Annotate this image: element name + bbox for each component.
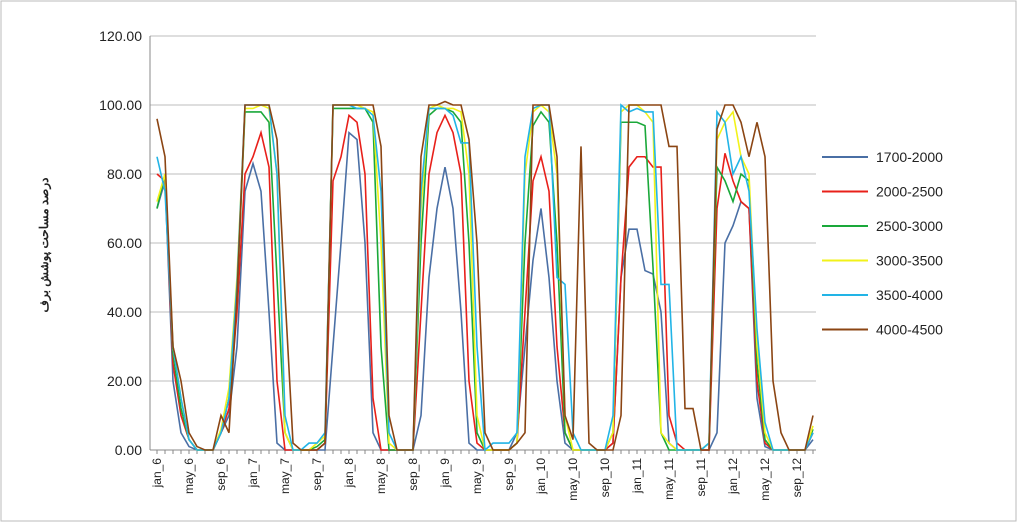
x-tick-label: jan_9 <box>438 458 452 489</box>
y-tick-label: 80.00 <box>107 166 142 182</box>
x-tick-label: sep_10 <box>598 458 612 498</box>
legend-label: 2500-3000 <box>876 218 943 234</box>
x-tick-label: sep_11 <box>694 458 708 497</box>
x-tick-label: sep_8 <box>406 458 420 491</box>
x-tick-label: jan_12 <box>726 458 740 495</box>
x-tick-label: jan_8 <box>342 458 356 489</box>
y-tick-label: 100.00 <box>99 97 142 113</box>
y-axis-label: درصد مساحت پوشش برف <box>37 178 52 313</box>
x-tick-label: may_11 <box>662 458 676 500</box>
x-tick-label: jan_7 <box>246 458 260 489</box>
x-tick-label: jan_10 <box>534 458 548 495</box>
x-tick-label: jan_6 <box>150 458 164 489</box>
x-tick-label: may_10 <box>566 458 580 501</box>
legend-label: 3500-4000 <box>876 287 943 303</box>
x-tick-label: sep_6 <box>214 458 228 491</box>
y-tick-label: 20.00 <box>107 373 142 389</box>
legend-label: 2000-2500 <box>876 184 943 200</box>
x-tick-label: sep_9 <box>502 458 516 491</box>
legend-label: 4000-4500 <box>876 322 943 338</box>
legend-label: 3000-3500 <box>876 253 943 269</box>
legend-label: 1700-2000 <box>876 149 943 165</box>
x-tick-label: may_7 <box>278 458 292 494</box>
x-tick-label: may_8 <box>374 458 388 494</box>
x-tick-label: may_6 <box>182 458 196 494</box>
y-tick-label: 40.00 <box>107 304 142 320</box>
x-tick-label: may_9 <box>470 458 484 494</box>
x-tick-label: sep_7 <box>310 458 324 491</box>
y-tick-label: 0.00 <box>115 442 142 458</box>
x-tick-label: jan_11 <box>630 458 644 494</box>
x-tick-label: sep_12 <box>790 458 804 498</box>
y-tick-label: 60.00 <box>107 235 142 251</box>
x-tick-label: may_12 <box>758 458 772 501</box>
y-tick-label: 120.00 <box>99 28 142 44</box>
series-line <box>156 100 814 451</box>
